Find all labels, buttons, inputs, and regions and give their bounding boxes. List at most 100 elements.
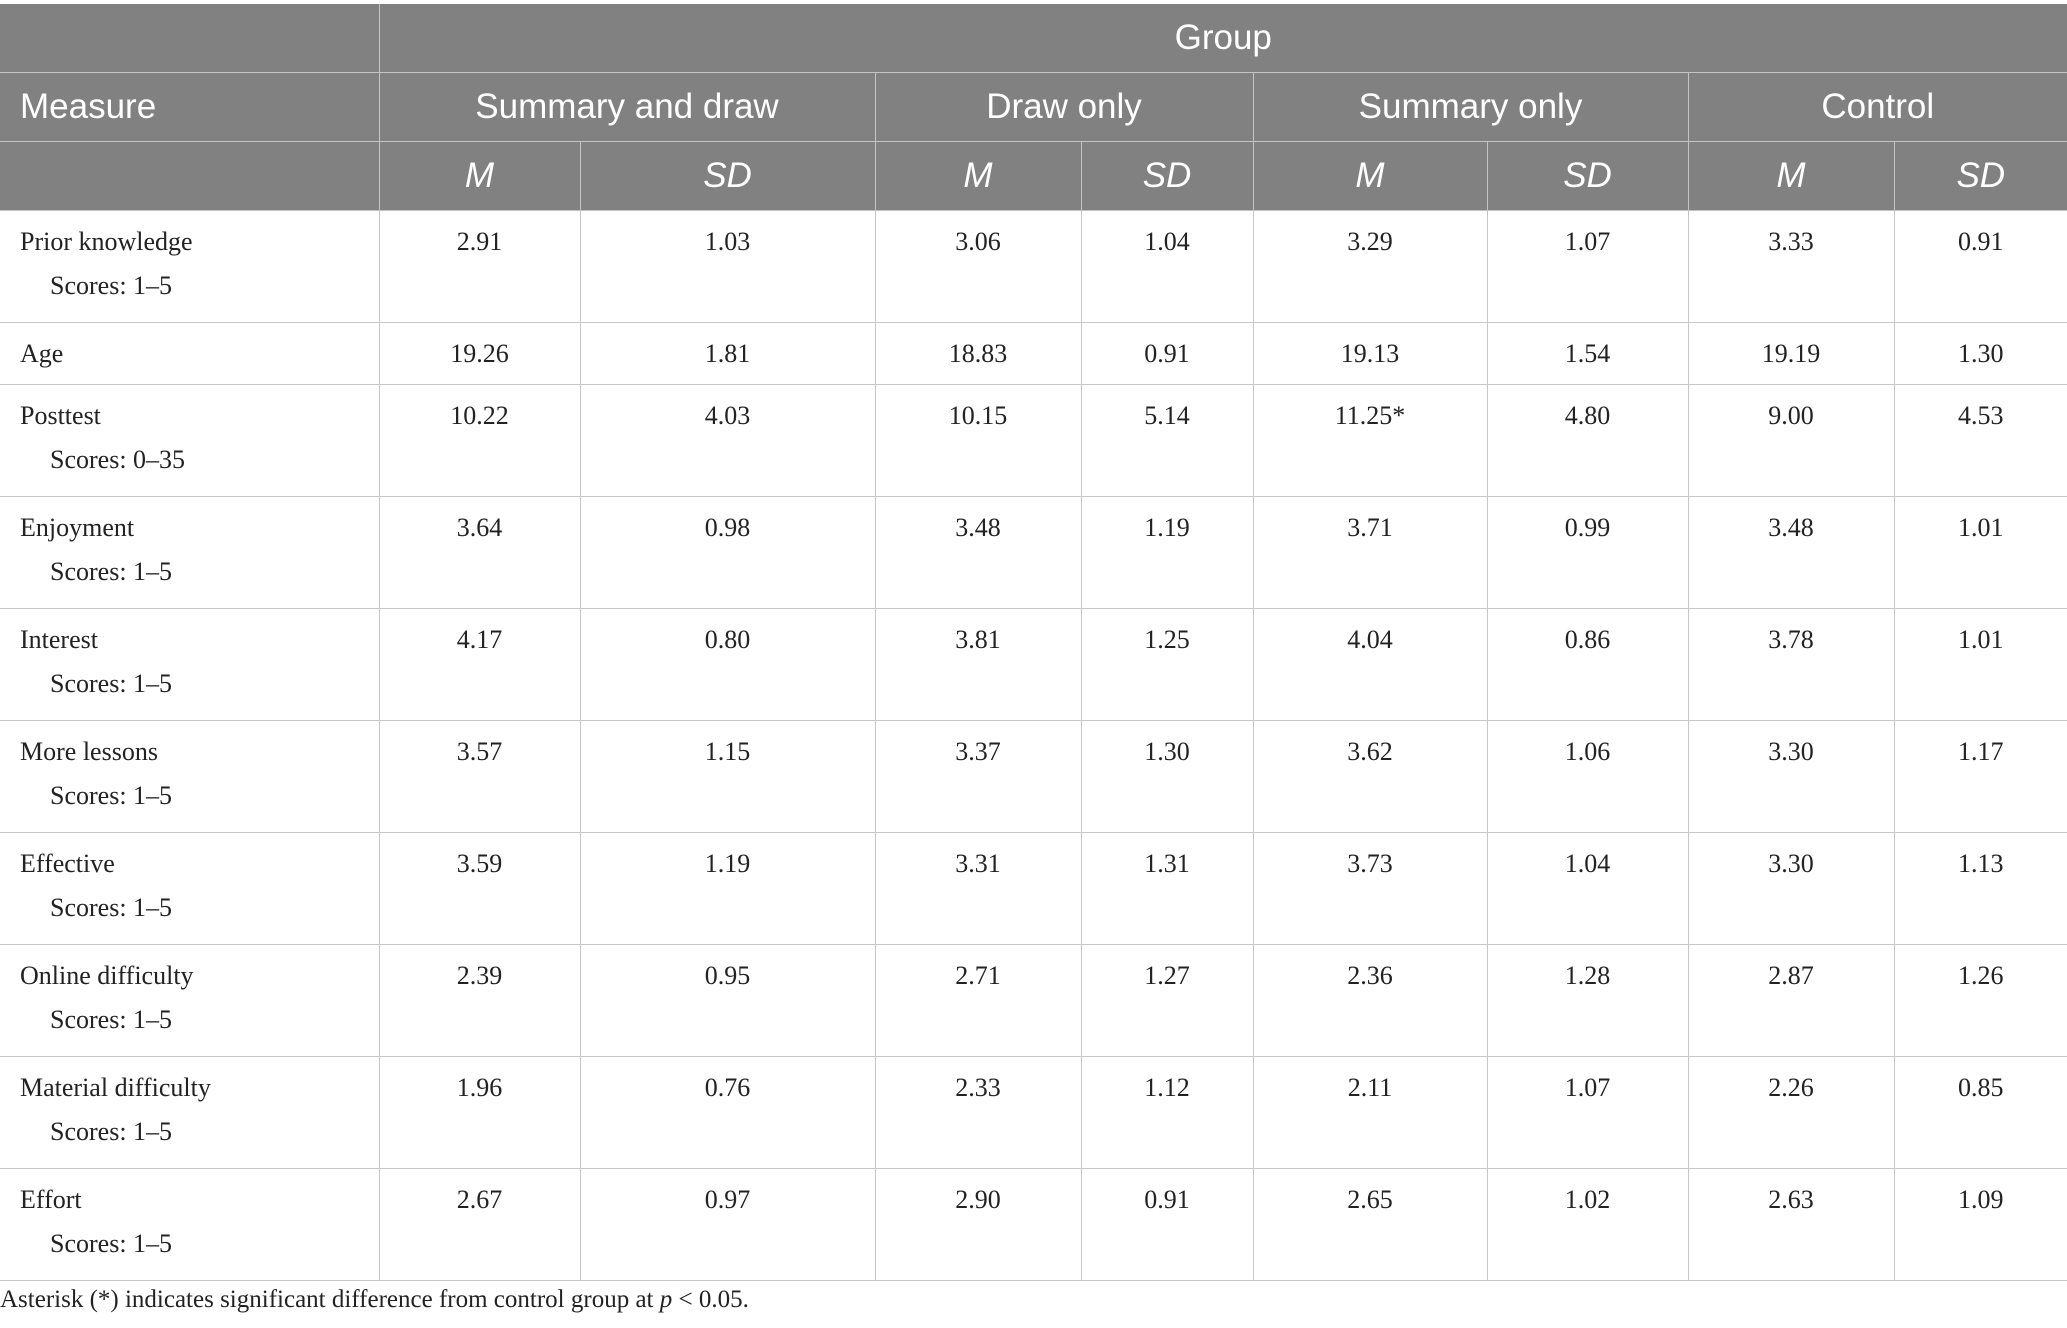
measure-name: More lessons — [20, 737, 158, 766]
measure-name: Prior knowledge — [20, 227, 193, 256]
sd-cell: 0.99 — [1487, 496, 1689, 609]
header-sd: SD — [1487, 141, 1689, 211]
sd-cell: 1.01 — [1894, 496, 2067, 609]
measure-name: Material difficulty — [20, 1073, 211, 1102]
mean-cell: 1.96 — [379, 1056, 581, 1169]
header-m: M — [1688, 141, 1895, 211]
sd-cell: 1.25 — [1081, 608, 1254, 721]
table-row: Effort Scores: 1–5 2.67 0.97 2.90 0.91 2.65 1.0… — [0, 1168, 2067, 1281]
measure-cell: More lessons Scores: 1–5 — [0, 720, 380, 833]
sd-cell: 1.19 — [580, 832, 876, 945]
mean-cell: 2.39 — [379, 944, 581, 1057]
mean-cell: 3.71 — [1253, 496, 1488, 609]
mean-cell: 3.06 — [875, 210, 1082, 323]
header-group-summary-only: Summary only — [1253, 72, 1689, 142]
sd-cell: 1.17 — [1894, 720, 2067, 833]
mean-cell: 9.00 — [1688, 384, 1895, 497]
mean-cell: 2.63 — [1688, 1168, 1895, 1281]
measure-name: Interest — [20, 625, 98, 654]
table-row: Posttest Scores: 0–35 10.22 4.03 10.15 5.14 11… — [0, 384, 2067, 497]
table-footnote: Asterisk (*) indicates significant diffe… — [0, 1286, 749, 1314]
sd-cell: 0.76 — [580, 1056, 876, 1169]
measure-score-range: Scores: 1–5 — [50, 781, 173, 810]
measure-score-range: Scores: 1–5 — [50, 669, 173, 698]
footnote-text: Asterisk (*) indicates significant diffe… — [0, 1286, 660, 1313]
mean-cell: 10.22 — [379, 384, 581, 497]
mean-cell: 2.91 — [379, 210, 581, 323]
measure-cell: Enjoyment Scores: 1–5 — [0, 496, 380, 609]
sd-cell: 5.14 — [1081, 384, 1254, 497]
table-row: Prior knowledge Scores: 1–5 2.91 1.03 3.06 1.… — [0, 210, 2067, 323]
sd-cell: 0.91 — [1081, 1168, 1254, 1281]
mean-cell: 3.57 — [379, 720, 581, 833]
table-row: Effective Scores: 1–5 3.59 1.19 3.31 1.31 3.73… — [0, 832, 2067, 945]
mean-cell: 3.30 — [1688, 832, 1895, 945]
sd-cell: 1.07 — [1487, 1056, 1689, 1169]
header-m: M — [1253, 141, 1488, 211]
results-table: Group Measure Summary and draw Draw only… — [0, 4, 2067, 1281]
sd-cell: 0.91 — [1894, 210, 2067, 323]
mean-cell: 3.59 — [379, 832, 581, 945]
sd-cell: 4.80 — [1487, 384, 1689, 497]
mean-cell: 3.30 — [1688, 720, 1895, 833]
sd-cell: 1.09 — [1894, 1168, 2067, 1281]
mean-cell: 18.83 — [875, 322, 1082, 385]
sd-cell: 1.31 — [1081, 832, 1254, 945]
mean-cell: 2.71 — [875, 944, 1082, 1057]
sd-cell: 1.19 — [1081, 496, 1254, 609]
mean-cell: 19.26 — [379, 322, 581, 385]
sd-cell: 0.80 — [580, 608, 876, 721]
mean-cell: 3.48 — [875, 496, 1082, 609]
mean-cell: 11.25* — [1253, 384, 1488, 497]
mean-cell: 3.81 — [875, 608, 1082, 721]
mean-cell: 3.73 — [1253, 832, 1488, 945]
measure-cell: Online difficulty Scores: 1–5 — [0, 944, 380, 1057]
header-m: M — [379, 141, 581, 211]
sd-cell: 4.53 — [1894, 384, 2067, 497]
header-sd: SD — [1081, 141, 1254, 211]
measure-score-range: Scores: 1–5 — [50, 271, 173, 300]
results-table-container: Group Measure Summary and draw Draw only… — [0, 4, 2067, 1281]
mean-cell: 4.17 — [379, 608, 581, 721]
sd-cell: 0.97 — [580, 1168, 876, 1281]
mean-cell: 4.04 — [1253, 608, 1488, 721]
table-row: Material difficulty Scores: 1–5 1.96 0.76 2.… — [0, 1056, 2067, 1169]
mean-cell: 19.19 — [1688, 322, 1895, 385]
table-row: Interest Scores: 1–5 4.17 0.80 3.81 1.25 4.04 0… — [0, 608, 2067, 721]
table-row: Enjoyment Scores: 1–5 3.64 0.98 3.48 1.19 3.71… — [0, 496, 2067, 609]
mean-cell: 2.36 — [1253, 944, 1488, 1057]
sd-cell: 1.28 — [1487, 944, 1689, 1057]
mean-cell: 3.64 — [379, 496, 581, 609]
mean-cell: 3.37 — [875, 720, 1082, 833]
sd-cell: 1.26 — [1894, 944, 2067, 1057]
mean-cell: 3.78 — [1688, 608, 1895, 721]
measure-name: Age — [20, 339, 64, 368]
mean-cell: 10.15 — [875, 384, 1082, 497]
header-m: M — [875, 141, 1082, 211]
header-empty-cell — [0, 141, 380, 211]
sd-cell: 1.27 — [1081, 944, 1254, 1057]
header-group-summary-and-draw: Summary and draw — [379, 72, 876, 142]
sd-cell: 0.98 — [580, 496, 876, 609]
mean-cell: 3.48 — [1688, 496, 1895, 609]
header-group: Group — [379, 4, 2067, 73]
sd-cell: 0.86 — [1487, 608, 1689, 721]
table-row: More lessons Scores: 1–5 3.57 1.15 3.37 1.30 3… — [0, 720, 2067, 833]
measure-cell: Effective Scores: 1–5 — [0, 832, 380, 945]
measure-score-range: Scores: 1–5 — [50, 1229, 173, 1258]
measure-cell: Age — [0, 322, 380, 385]
sd-cell: 1.12 — [1081, 1056, 1254, 1169]
measure-score-range: Scores: 0–35 — [50, 445, 186, 474]
mean-cell: 2.87 — [1688, 944, 1895, 1057]
measure-cell: Prior knowledge Scores: 1–5 — [0, 210, 380, 323]
mean-cell: 2.65 — [1253, 1168, 1488, 1281]
mean-cell: 2.67 — [379, 1168, 581, 1281]
mean-cell: 2.90 — [875, 1168, 1082, 1281]
sd-cell: 1.01 — [1894, 608, 2067, 721]
mean-cell: 2.11 — [1253, 1056, 1488, 1169]
sd-cell: 1.30 — [1081, 720, 1254, 833]
measure-name: Posttest — [20, 401, 101, 430]
measure-score-range: Scores: 1–5 — [50, 557, 173, 586]
header-measure: Measure — [0, 72, 380, 142]
sd-cell: 1.06 — [1487, 720, 1689, 833]
